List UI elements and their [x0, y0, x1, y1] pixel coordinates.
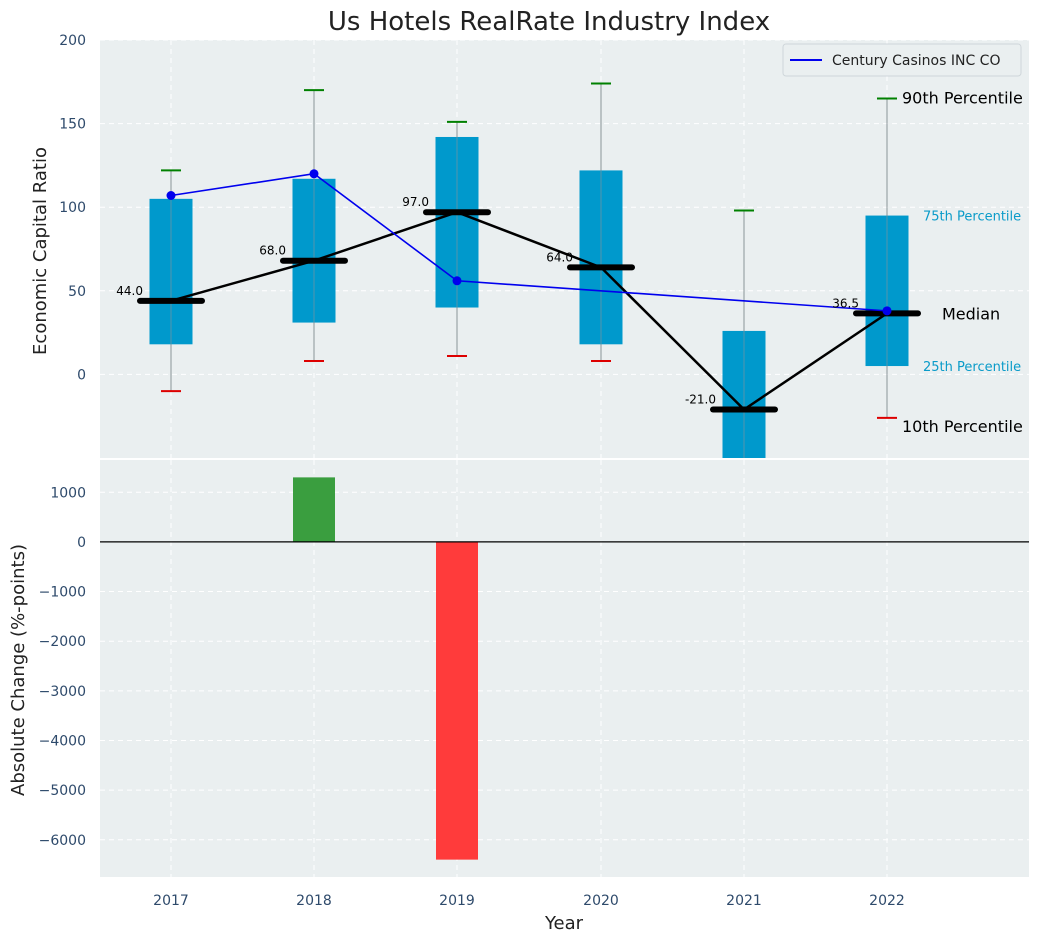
- x-tick-label: 2018: [296, 893, 332, 909]
- bottom-y-tick-label: −1000: [39, 585, 86, 601]
- bottom-y-tick-label: −3000: [39, 684, 86, 700]
- bottom-y-tick-label: −2000: [39, 634, 86, 650]
- bottom-plot-background: [100, 460, 1029, 877]
- chart-title: Us Hotels RealRate Industry Index: [328, 7, 770, 37]
- x-tick-label: 2017: [153, 893, 189, 909]
- series-point: [166, 190, 176, 200]
- bottom-y-axis-label: Absolute Change (%-points): [8, 544, 29, 796]
- bottom-y-tick-label: −6000: [39, 833, 86, 849]
- bottom-y-tick-labels: 1000 0 −1000 −2000 −3000 −4000 −5000 −6000: [39, 485, 86, 849]
- median-value-label: 36.5: [832, 296, 859, 310]
- annotation-10th: 10th Percentile: [902, 417, 1023, 436]
- change-bars: [293, 477, 478, 860]
- x-tick-label: 2020: [583, 893, 619, 909]
- bottom-panel: 1000 0 −1000 −2000 −3000 −4000 −5000 −6000 2017…: [8, 460, 1029, 934]
- series-point: [309, 169, 319, 179]
- median-value-labels: 44.0 68.0 97.0 64.0 -21.0 36.5: [116, 195, 859, 406]
- annotation-median: Median: [942, 304, 1000, 323]
- change-bar: [436, 541, 478, 860]
- annotation-90th: 90th Percentile: [902, 89, 1023, 108]
- top-y-axis-label: Economic Capital Ratio: [30, 147, 51, 355]
- median-value-label: 68.0: [259, 244, 286, 258]
- top-y-tick-label: 200: [59, 33, 86, 49]
- x-tick-label: 2022: [869, 893, 905, 909]
- legend-box: [782, 43, 1022, 77]
- median-connector: [170, 210, 888, 412]
- annotation-25th: 25th Percentile: [923, 360, 1021, 375]
- bottom-y-tick-label: 0: [77, 535, 86, 551]
- company-series-line: [166, 169, 892, 316]
- top-y-tick-label: 150: [59, 117, 86, 133]
- top-y-tick-label: 100: [59, 200, 86, 216]
- median-value-label: 64.0: [546, 250, 573, 264]
- top-y-tick-label: 50: [68, 284, 86, 300]
- median-value-label: 97.0: [402, 195, 429, 209]
- x-tick-labels: 2017 2018 2019 2020 2021 2022: [153, 893, 905, 909]
- top-panel: 0 50 100 150 200 44.0 68.0 97.0 64.0 -21.0 36.5 9…: [30, 33, 1029, 458]
- top-y-tick-labels: 0 50 100 150 200: [59, 33, 86, 383]
- series-point: [882, 306, 892, 316]
- change-bar: [293, 477, 335, 542]
- x-tick-label: 2019: [439, 893, 475, 909]
- legend[interactable]: Century Casinos INC CO: [782, 43, 1022, 77]
- median-value-label: 44.0: [116, 284, 143, 298]
- percentile-annotations: 90th Percentile 75th Percentile Median 25th…: [902, 89, 1023, 436]
- bottom-y-tick-label: −4000: [39, 733, 86, 749]
- series-line-path: [170, 172, 888, 312]
- x-axis-label: Year: [544, 913, 584, 934]
- median-trend-line: [137, 209, 921, 413]
- bottom-y-tick-label: −5000: [39, 783, 86, 799]
- top-y-tick-label: 0: [77, 367, 86, 383]
- annotation-75th: 75th Percentile: [923, 210, 1021, 225]
- x-tick-label: 2021: [726, 893, 762, 909]
- legend-label: Century Casinos INC CO: [832, 53, 1000, 69]
- bottom-y-tick-label: 1000: [50, 485, 86, 501]
- series-point: [452, 276, 462, 286]
- median-value-label: -21.0: [685, 393, 716, 407]
